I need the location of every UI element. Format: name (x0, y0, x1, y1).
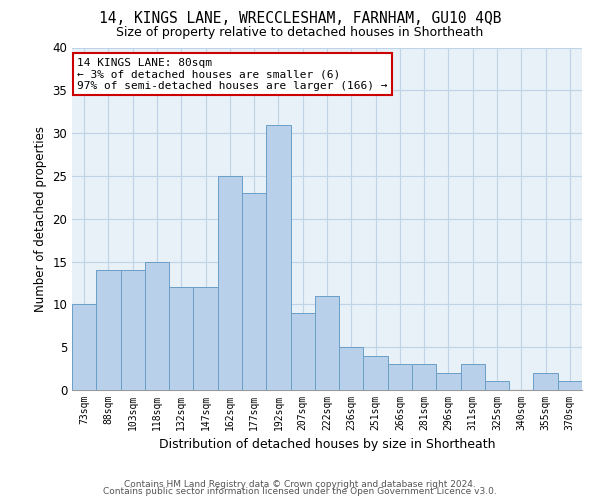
Y-axis label: Number of detached properties: Number of detached properties (34, 126, 47, 312)
Text: 14 KINGS LANE: 80sqm
← 3% of detached houses are smaller (6)
97% of semi-detache: 14 KINGS LANE: 80sqm ← 3% of detached ho… (77, 58, 388, 91)
Bar (290, 313, 315, 390)
Bar (266, 124, 290, 390)
Bar (218, 176, 242, 390)
Bar (242, 193, 266, 390)
Bar (436, 373, 461, 390)
Bar (145, 262, 169, 390)
Bar (388, 364, 412, 390)
Text: Contains public sector information licensed under the Open Government Licence v3: Contains public sector information licen… (103, 488, 497, 496)
Bar (364, 356, 388, 390)
Text: Size of property relative to detached houses in Shortheath: Size of property relative to detached ho… (116, 26, 484, 39)
Bar (485, 382, 509, 390)
Bar (461, 364, 485, 390)
Bar (193, 287, 218, 390)
Bar (315, 296, 339, 390)
Bar (558, 382, 582, 390)
Text: 14, KINGS LANE, WRECCLESHAM, FARNHAM, GU10 4QB: 14, KINGS LANE, WRECCLESHAM, FARNHAM, GU… (99, 11, 501, 26)
Bar (121, 270, 145, 390)
Bar (412, 364, 436, 390)
Bar (339, 347, 364, 390)
Bar (533, 373, 558, 390)
Bar (169, 287, 193, 390)
Text: Contains HM Land Registry data © Crown copyright and database right 2024.: Contains HM Land Registry data © Crown c… (124, 480, 476, 489)
Bar (96, 270, 121, 390)
X-axis label: Distribution of detached houses by size in Shortheath: Distribution of detached houses by size … (159, 438, 495, 452)
Bar (72, 304, 96, 390)
